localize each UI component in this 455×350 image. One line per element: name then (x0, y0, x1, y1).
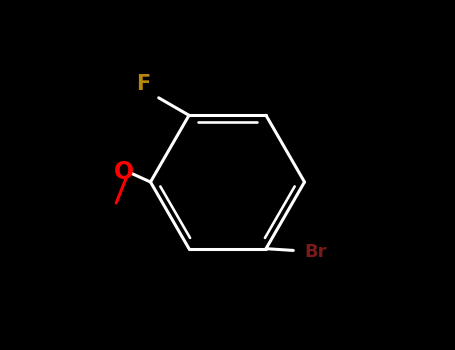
Text: F: F (136, 74, 150, 94)
Text: O: O (114, 160, 134, 184)
Text: Br: Br (304, 243, 327, 261)
